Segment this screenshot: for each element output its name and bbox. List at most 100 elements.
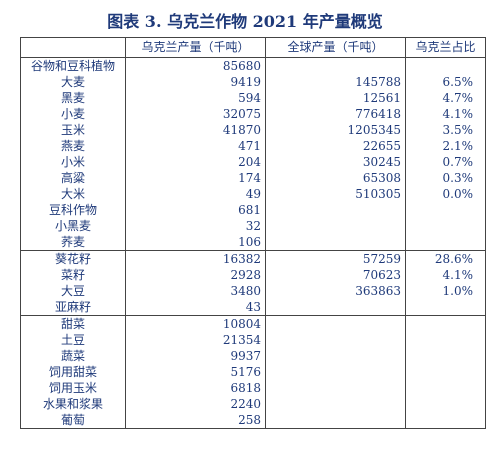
ukraine-output-cell: 594	[125, 90, 266, 106]
crop-name-cell: 大麦	[20, 74, 126, 90]
ukraine-share-cell	[405, 218, 486, 234]
crop-name-cell: 高粱	[20, 170, 126, 186]
table-row: 谷物和豆科植物 85680	[20, 57, 486, 74]
table-row: 高粱 174 65308 0.3%	[20, 170, 486, 186]
header-ukraine-share: 乌克兰占比	[405, 37, 486, 58]
world-output-cell	[265, 234, 406, 251]
crop-name-cell: 小米	[20, 154, 126, 170]
world-output-cell: 70623	[265, 267, 406, 283]
world-output-cell	[265, 364, 406, 380]
world-output-cell: 30245	[265, 154, 406, 170]
ukraine-output-cell: 41870	[125, 122, 266, 138]
world-output-cell	[265, 202, 406, 218]
ukraine-output-cell: 43	[125, 299, 266, 316]
table-row: 豆科作物 681	[20, 202, 486, 218]
world-output-cell: 12561	[265, 90, 406, 106]
table-row: 土豆 21354	[20, 332, 486, 348]
world-output-cell	[265, 218, 406, 234]
table-row: 黑麦 594 12561 4.7%	[20, 90, 486, 106]
ukraine-output-cell: 3480	[125, 283, 266, 299]
ukraine-output-cell: 10804	[125, 315, 266, 332]
ukraine-share-cell	[405, 234, 486, 251]
crop-name-cell: 黑麦	[20, 90, 126, 106]
crop-name-cell: 玉米	[20, 122, 126, 138]
ukraine-output-cell: 2928	[125, 267, 266, 283]
table-row: 葵花籽 16382 57259 28.6%	[20, 250, 486, 267]
world-output-cell: 776418	[265, 106, 406, 122]
ukraine-output-cell: 204	[125, 154, 266, 170]
world-output-cell: 1205345	[265, 122, 406, 138]
world-output-cell	[265, 57, 406, 74]
world-output-cell: 510305	[265, 186, 406, 202]
figure-title: 图表 3. 乌克兰作物 2021 年产量概览	[107, 12, 383, 31]
table-row: 大豆 3480 363863 1.0%	[20, 283, 486, 299]
table-row: 甜菜 10804	[20, 315, 486, 332]
ukraine-share-cell	[405, 299, 486, 316]
ukraine-share-cell	[405, 202, 486, 218]
world-output-cell: 22655	[265, 138, 406, 154]
world-output-cell	[265, 396, 406, 412]
ukraine-share-cell: 3.5%	[405, 122, 486, 138]
ukraine-output-cell: 21354	[125, 332, 266, 348]
crop-name-cell: 大豆	[20, 283, 126, 299]
ukraine-share-cell	[405, 380, 486, 396]
ukraine-output-cell: 9937	[125, 348, 266, 364]
table-row: 小麦 32075 776418 4.1%	[20, 106, 486, 122]
crop-name-cell: 荞麦	[20, 234, 126, 251]
ukraine-output-cell: 6818	[125, 380, 266, 396]
crop-name-cell: 水果和浆果	[20, 396, 126, 412]
table-row: 大麦 9419 145788 6.5%	[20, 74, 486, 90]
world-output-cell	[265, 412, 406, 429]
crop-name-cell: 土豆	[20, 332, 126, 348]
world-output-cell	[265, 332, 406, 348]
crop-name-cell: 菜籽	[20, 267, 126, 283]
ukraine-share-cell	[405, 396, 486, 412]
crop-name-cell: 蔬菜	[20, 348, 126, 364]
ukraine-output-cell: 9419	[125, 74, 266, 90]
table-row: 水果和浆果 2240	[20, 396, 486, 412]
ukraine-share-cell: 4.1%	[405, 106, 486, 122]
crop-name-cell: 亚麻籽	[20, 299, 126, 316]
world-output-cell	[265, 380, 406, 396]
crop-production-table: 乌克兰产量（千吨） 全球产量（千吨） 乌克兰占比 谷物和豆科植物 85680 大麦 9…	[20, 37, 486, 429]
world-output-cell	[265, 299, 406, 316]
ukraine-share-cell: 28.6%	[405, 250, 486, 267]
crop-name-cell: 葡萄	[20, 412, 126, 429]
table-header-row: 乌克兰产量（千吨） 全球产量（千吨） 乌克兰占比	[20, 37, 486, 58]
header-ukraine-output: 乌克兰产量（千吨）	[125, 37, 266, 58]
table-row: 小米 204 30245 0.7%	[20, 154, 486, 170]
ukraine-output-cell: 471	[125, 138, 266, 154]
ukraine-share-cell	[405, 332, 486, 348]
ukraine-output-cell: 681	[125, 202, 266, 218]
table-row: 蔬菜 9937	[20, 348, 486, 364]
crop-name-cell: 豆科作物	[20, 202, 126, 218]
table-row: 菜籽 2928 70623 4.1%	[20, 267, 486, 283]
table-row: 饲用玉米 6818	[20, 380, 486, 396]
table-row: 亚麻籽 43	[20, 299, 486, 316]
ukraine-share-cell: 6.5%	[405, 74, 486, 90]
world-output-cell	[265, 315, 406, 332]
ukraine-output-cell: 32075	[125, 106, 266, 122]
header-world-output: 全球产量（千吨）	[265, 37, 406, 58]
ukraine-output-cell: 85680	[125, 57, 266, 74]
crop-name-cell: 燕麦	[20, 138, 126, 154]
table-row: 燕麦 471 22655 2.1%	[20, 138, 486, 154]
table-row: 荞麦 106	[20, 234, 486, 251]
ukraine-output-cell: 258	[125, 412, 266, 429]
ukraine-output-cell: 49	[125, 186, 266, 202]
world-output-cell: 363863	[265, 283, 406, 299]
ukraine-output-cell: 16382	[125, 250, 266, 267]
world-output-cell	[265, 348, 406, 364]
ukraine-share-cell	[405, 315, 486, 332]
table-row: 葡萄 258	[20, 412, 486, 429]
ukraine-share-cell: 0.7%	[405, 154, 486, 170]
crop-name-cell: 谷物和豆科植物	[20, 57, 126, 74]
ukraine-share-cell	[405, 412, 486, 429]
crop-name-cell: 小麦	[20, 106, 126, 122]
crop-name-cell: 甜菜	[20, 315, 126, 332]
world-output-cell: 57259	[265, 250, 406, 267]
table-row: 玉米 41870 1205345 3.5%	[20, 122, 486, 138]
ukraine-output-cell: 5176	[125, 364, 266, 380]
crop-name-cell: 大米	[20, 186, 126, 202]
crop-name-cell: 葵花籽	[20, 250, 126, 267]
